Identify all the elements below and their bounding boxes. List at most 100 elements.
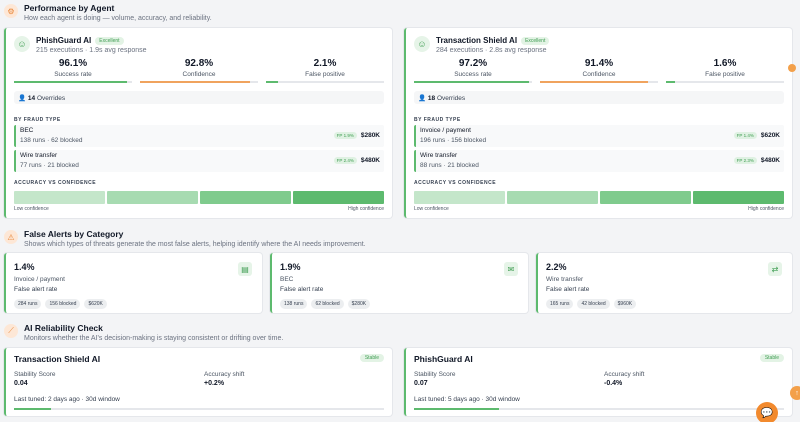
metric-fill [140, 81, 250, 83]
fraud-amount: $620K [760, 132, 780, 139]
document-icon: ▤ [238, 262, 252, 276]
metric-confidence: 91.4% Confidence [540, 58, 658, 83]
false-alert-card[interactable]: 1.9% BEC False alert rate ✉ 138 runs 62 … [270, 253, 528, 313]
false-alert-label: False alert rate [280, 286, 324, 293]
overrides-label: Overrides [436, 95, 466, 102]
chip-blocked: 42 blocked [577, 299, 610, 309]
agent-avatar-icon: ☺ [414, 36, 430, 52]
metric-fill [14, 81, 128, 83]
overrides-count: 14 [27, 95, 36, 102]
fraud-type-row[interactable]: Wire transfer 77 runs · 21 blocked FP 2.… [14, 150, 384, 172]
chip-amount: $620K [84, 299, 107, 309]
false-alert-card[interactable]: 1.4% Invoice / payment False alert rate … [4, 253, 262, 313]
low-confidence-label: Low confidence [414, 206, 449, 212]
stability-score-label: Stability Score [14, 371, 56, 378]
accuracy-shift-label: Accuracy shift [204, 371, 245, 378]
metric-fill [666, 81, 676, 83]
last-tuned-text: Last tuned: 2 days ago · 30d window [14, 396, 120, 403]
false-alert-card[interactable]: 2.2% Wire transfer False alert rate ⇄ 16… [536, 253, 792, 313]
fraud-type-row[interactable]: Invoice / payment 196 runs · 156 blocked… [414, 125, 784, 147]
last-tuned-text: Last tuned: 5 days ago · 30d window [414, 396, 520, 403]
overrides-row[interactable]: 👤 18 Overrides [414, 91, 784, 104]
transfer-icon: ⇄ [768, 262, 782, 276]
fraud-type-heading: BY FRAUD TYPE [414, 117, 461, 123]
chart-icon: ⟋ [4, 324, 18, 338]
fraud-amount: $480K [360, 157, 380, 164]
fraud-type-heading: BY FRAUD TYPE [14, 117, 61, 123]
metric-confidence: 92.8% Confidence [140, 58, 258, 83]
false-alert-rate-value: 1.4% [14, 262, 35, 272]
metric-false-positive: 2.1% False positive [266, 58, 384, 83]
fraud-type-row[interactable]: BEC 138 runs · 62 blocked FP 1.9% $280K [14, 125, 384, 147]
agent-card-phishguard: ☺ PhishGuard AI Excellent 215 executions … [4, 28, 392, 218]
scroll-up-icon[interactable]: ↑ [790, 386, 800, 400]
metric-fill [266, 81, 278, 83]
chat-icon[interactable]: 💬 [756, 402, 778, 422]
alert-icon: ⚠ [4, 230, 18, 244]
false-alert-category: BEC [280, 276, 294, 283]
accuracy-heading: ACCURACY VS CONFIDENCE [414, 180, 497, 186]
reliability-header: ⟋ AI Reliability Check Monitors whether … [4, 323, 283, 342]
user-icon: 👤 [18, 95, 27, 102]
metric-false-positive: 1.6% False positive [666, 58, 784, 83]
reliability-subtitle: Monitors whether the AI's decision-makin… [24, 335, 284, 342]
fp-badge: FP 1.4% [733, 132, 757, 139]
metric-fill [540, 81, 648, 83]
chip-runs: 165 runs [546, 299, 574, 309]
overrides-label: Overrides [36, 95, 66, 102]
high-confidence-label: High confidence [348, 206, 384, 212]
false-alert-category: Invoice / payment [14, 276, 65, 283]
accuracy-segment [107, 191, 198, 204]
stable-badge: Stable [759, 354, 784, 362]
reliability-card[interactable]: Transaction Shield AI Stable Stability S… [4, 348, 392, 416]
false-alert-category: Wire transfer [546, 276, 584, 283]
reliability-agent-name: Transaction Shield AI [14, 354, 101, 364]
agent-name: Transaction Shield AI [436, 36, 518, 45]
fraud-amount: $280K [360, 132, 380, 139]
agent-card-transaction-shield: ☺ Transaction Shield AI Excellent 284 exe… [404, 28, 796, 218]
accuracy-segment [693, 191, 784, 204]
fp-badge: FP 1.9% [333, 132, 357, 139]
stability-score-value: 0.07 [414, 380, 428, 387]
high-confidence-label: High confidence [748, 206, 784, 212]
mail-icon: ✉ [504, 262, 518, 276]
metric-success-rate: 96.1% Success rate [14, 58, 132, 83]
accuracy-segment [293, 191, 384, 204]
false-alerts-subtitle: Shows which types of threats generate th… [24, 241, 366, 248]
false-alert-rate-value: 2.2% [546, 262, 567, 272]
agent-metrics: 97.2% Success rate 91.4% Confidence 1.6%… [414, 58, 784, 83]
agent-name: PhishGuard AI [36, 36, 92, 45]
false-alert-rate-value: 1.9% [280, 262, 301, 272]
false-alerts-header: ⚠ False Alerts by Category Shows which t… [4, 229, 366, 248]
status-badge: Excellent [95, 37, 124, 45]
accuracy-segment [200, 191, 291, 204]
overrides-count: 18 [427, 95, 436, 102]
fraud-amount: $480K [760, 157, 780, 164]
accuracy-segments [414, 191, 784, 204]
user-icon: 👤 [418, 95, 427, 102]
chip-amount: $280K [347, 299, 371, 309]
agent-meta: 284 executions · 2.8s avg response [436, 47, 547, 54]
accuracy-segment [600, 191, 691, 204]
accuracy-shift-value: +0.2% [204, 380, 225, 387]
fraud-type-row[interactable]: Wire transfer 88 runs · 21 blocked FP 2.… [414, 150, 784, 172]
fp-badge: FP 2.3% [733, 157, 757, 164]
status-badge: Excellent [521, 37, 550, 45]
low-confidence-label: Low confidence [14, 206, 49, 212]
stability-score-value: 0.04 [14, 380, 28, 387]
performance-header: ⚙ Performance by Agent How each agent is… [4, 3, 212, 22]
chip-amount: $960K [613, 299, 637, 309]
stable-badge: Stable [359, 354, 384, 362]
agent-metrics: 96.1% Success rate 92.8% Confidence 2.1%… [14, 58, 384, 83]
metric-success-rate: 97.2% Success rate [414, 58, 532, 83]
overrides-row[interactable]: 👤 14 Overrides [14, 91, 384, 104]
false-alert-label: False alert rate [14, 286, 58, 293]
reliability-card[interactable]: PhishGuard AI Stable Stability Score 0.0… [404, 348, 792, 416]
chip-blocked: 62 blocked [311, 299, 344, 309]
agent-avatar-icon: ☺ [14, 36, 30, 52]
fp-badge: FP 2.4% [333, 157, 357, 164]
accuracy-shift-label: Accuracy shift [604, 371, 645, 378]
edge-indicator-icon[interactable] [788, 64, 796, 72]
false-alert-label: False alert rate [546, 286, 590, 293]
stability-fill [14, 408, 51, 410]
